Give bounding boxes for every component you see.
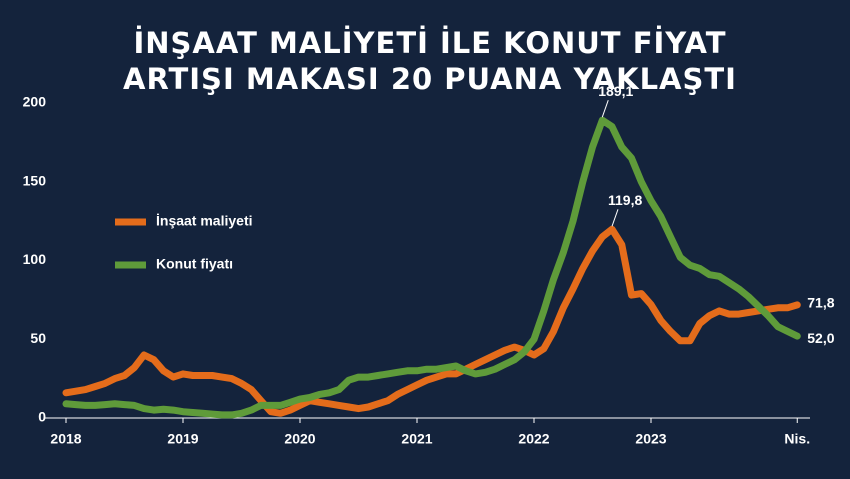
series-line [62,116,801,419]
y-tick-label: 100 [23,251,47,267]
x-tick-label: 2019 [167,431,198,447]
value-label: 189,1 [598,83,633,99]
leader-line [601,100,609,118]
series-line [62,225,801,417]
value-label: 119,8 [608,192,642,208]
value-label: 52,0 [807,330,834,346]
y-tick-label: 50 [30,330,46,346]
chart-title: ARTIŞI MAKASI 20 PUANA YAKLAŞTI [123,62,737,96]
x-tick-label: 2022 [518,431,549,447]
y-tick-label: 200 [23,94,47,110]
x-tick-label: 2020 [284,431,315,447]
legend-label: İnşaat maliyeti [156,213,253,229]
legend-label: Konut fiyatı [156,256,233,272]
y-tick-label: 150 [23,172,47,188]
x-tick-label: Nis. [784,431,810,447]
y-tick-label: 0 [38,409,46,425]
chart-title: İNŞAAT MALİYETİ İLE KONUT FİYAT [133,26,726,60]
leader-line [611,209,619,227]
x-tick-label: 2023 [635,431,666,447]
x-tick-label: 2018 [50,431,81,447]
value-label: 71,8 [807,295,834,311]
x-tick-label: 2021 [401,431,432,447]
